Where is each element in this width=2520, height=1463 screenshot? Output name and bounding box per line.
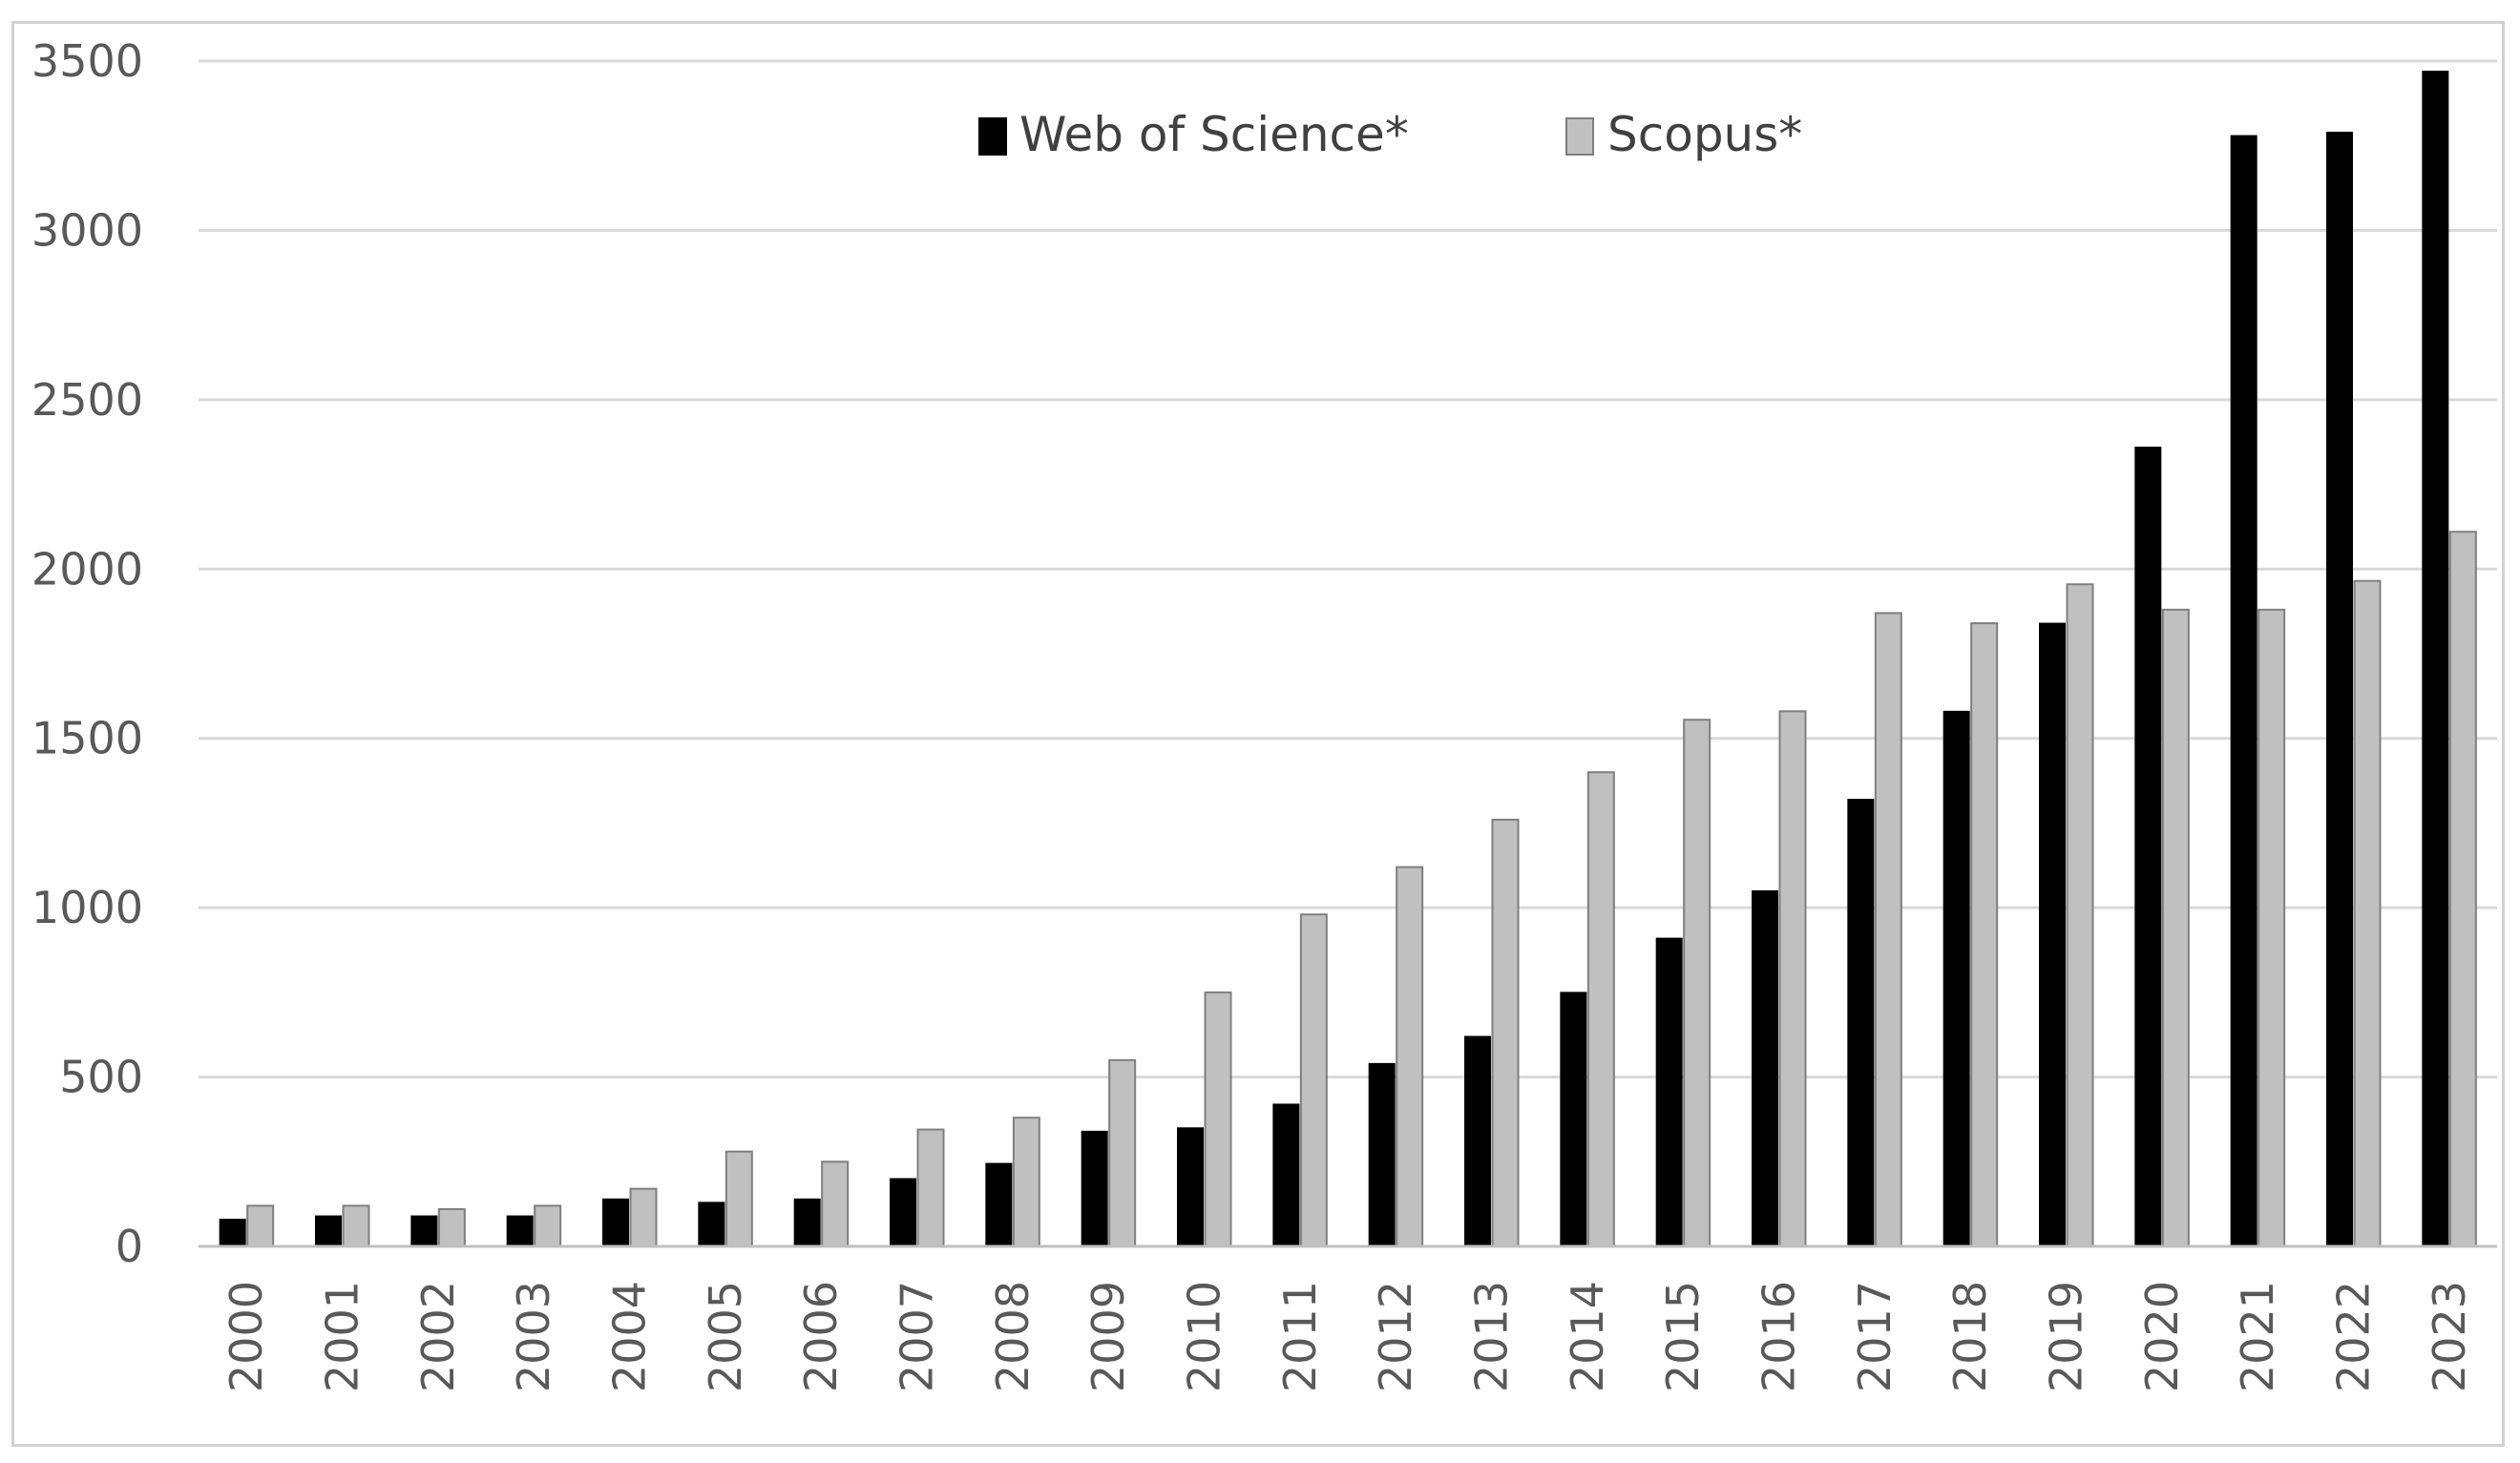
bar-scopus-2003	[534, 1204, 562, 1247]
bar-scopus-2018	[1970, 622, 1999, 1247]
bar-web-of-science-2015	[1655, 937, 1683, 1247]
bar-web-of-science-2019	[2039, 622, 2066, 1247]
bar-scopus-2002	[437, 1207, 466, 1247]
bar-web-of-science-2020	[2134, 447, 2162, 1247]
bar-web-of-science-2012	[1368, 1062, 1396, 1247]
bar-scopus-2015	[1683, 719, 1712, 1247]
y-tick-label: 500	[59, 1052, 143, 1103]
x-tick-label: 2014	[1562, 1281, 1613, 1392]
legend-item-web-of-science: Web of Science*	[978, 107, 1409, 162]
bar-web-of-science-2007	[890, 1178, 916, 1247]
y-tick-label: 3000	[32, 204, 143, 256]
x-tick-label: 2016	[1754, 1281, 1805, 1392]
x-tick-label: 2015	[1657, 1281, 1709, 1392]
bar-scopus-2005	[724, 1150, 753, 1248]
bars	[219, 71, 2477, 1248]
bar-web-of-science-2022	[2326, 132, 2353, 1247]
x-tick-label: 2001	[317, 1281, 368, 1392]
bar-scopus-2008	[1012, 1117, 1040, 1248]
legend-label-scopus: Scopus*	[1607, 107, 1802, 162]
bar-scopus-2006	[821, 1160, 850, 1248]
x-tick-label: 2009	[1082, 1281, 1134, 1392]
x-tick-label: 2008	[987, 1281, 1039, 1392]
y-tick-label: 3500	[32, 35, 143, 87]
x-tick-label: 2004	[604, 1281, 656, 1392]
bar-web-of-science-2008	[985, 1162, 1013, 1247]
x-tick-label: 2003	[508, 1281, 559, 1392]
bar-web-of-science-2021	[2230, 135, 2258, 1247]
bar-scopus-2009	[1108, 1058, 1137, 1248]
bar-scopus-2004	[629, 1187, 658, 1248]
x-tick-label: 2007	[892, 1281, 943, 1392]
bar-scopus-2016	[1778, 710, 1807, 1247]
x-tick-label: 2006	[795, 1281, 847, 1392]
bar-scopus-2020	[2161, 608, 2190, 1247]
bar-web-of-science-2011	[1272, 1103, 1300, 1247]
bar-scopus-2021	[2258, 608, 2286, 1247]
bar-web-of-science-2023	[2422, 71, 2449, 1247]
y-tick-label: 2500	[32, 374, 143, 426]
x-tick-label: 2013	[1466, 1281, 1518, 1392]
bar-web-of-science-2005	[698, 1202, 725, 1247]
x-tick-label: 2005	[700, 1281, 751, 1392]
gridlines	[199, 59, 2497, 1079]
y-tick-label: 2000	[32, 543, 143, 595]
bar-scopus-2001	[342, 1204, 370, 1247]
x-tick-label: 2011	[1274, 1281, 1326, 1392]
legend-swatch-scopus	[1565, 117, 1594, 156]
bar-web-of-science-2009	[1081, 1130, 1108, 1247]
bar-web-of-science-2018	[1942, 710, 1970, 1247]
bar-web-of-science-2017	[1847, 799, 1875, 1247]
x-tick-label: 2019	[2041, 1281, 2092, 1392]
bar-web-of-science-2014	[1560, 992, 1587, 1247]
bar-scopus-2010	[1204, 991, 1232, 1248]
bar-web-of-science-2000	[219, 1219, 246, 1247]
x-tick-label: 2021	[2232, 1281, 2283, 1392]
bar-web-of-science-2013	[1464, 1035, 1491, 1247]
x-tick-label: 2012	[1370, 1281, 1421, 1392]
bar-scopus-2007	[916, 1128, 945, 1248]
y-tick-label: 0	[116, 1221, 143, 1272]
bar-scopus-2013	[1491, 818, 1520, 1247]
bar-web-of-science-2001	[315, 1215, 342, 1247]
bar-web-of-science-2010	[1177, 1127, 1204, 1247]
legend-label-web-of-science: Web of Science*	[1019, 107, 1409, 162]
bar-scopus-2014	[1586, 771, 1615, 1247]
bar-web-of-science-2004	[602, 1198, 629, 1247]
x-tick-label: 2018	[1944, 1281, 1996, 1392]
x-tick-label: 2017	[1849, 1281, 1900, 1392]
bar-scopus-2022	[2353, 579, 2382, 1247]
legend: Web of Science* Scopus*	[978, 107, 1802, 162]
bar-web-of-science-2002	[410, 1215, 438, 1247]
legend-swatch-web-of-science	[978, 117, 1007, 156]
x-tick-label: 2022	[2328, 1281, 2380, 1392]
x-tick-label: 2000	[220, 1281, 272, 1392]
bar-scopus-2017	[1874, 612, 1902, 1247]
bar-web-of-science-2003	[506, 1215, 534, 1247]
x-tick-label: 2020	[2136, 1281, 2188, 1392]
x-tick-label: 2023	[2424, 1281, 2475, 1392]
bar-scopus-2019	[2066, 583, 2094, 1247]
y-tick-label: 1000	[32, 882, 143, 933]
bar-scopus-2000	[246, 1204, 275, 1247]
x-tick-label: 2010	[1179, 1281, 1230, 1392]
legend-item-scopus: Scopus*	[1565, 107, 1802, 162]
x-tick-label: 2002	[412, 1281, 464, 1392]
x-axis-tick-labels: 2000 2001 2002 2003 2004 2005 2006 2007 2008 2009…	[220, 1281, 2475, 1392]
y-tick-label: 1500	[32, 713, 143, 764]
bar-web-of-science-2016	[1752, 889, 1778, 1247]
y-axis-tick-labels: 0 500 1000 1500 2000 2500 3000 3500	[32, 35, 143, 1272]
bar-web-of-science-2006	[793, 1198, 821, 1247]
bar-scopus-2012	[1396, 866, 1424, 1247]
bar-scopus-2023	[2448, 531, 2477, 1247]
bar-scopus-2011	[1299, 913, 1328, 1247]
